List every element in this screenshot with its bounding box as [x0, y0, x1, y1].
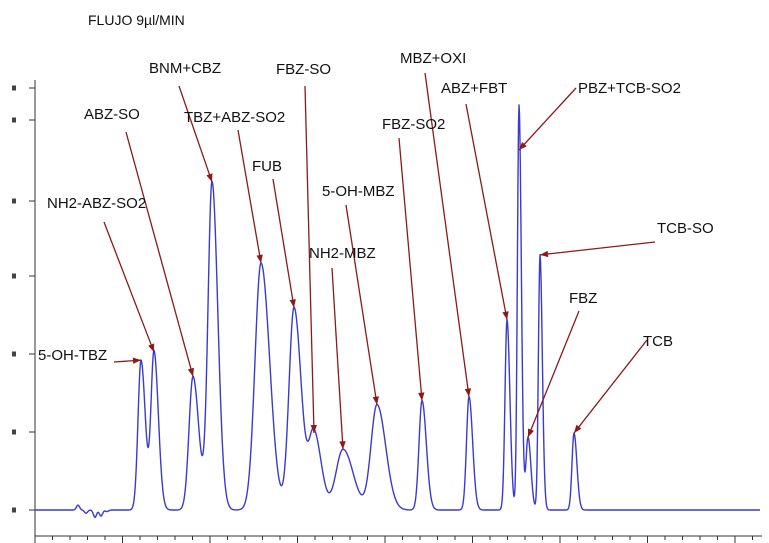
y-tick-label-mark: [12, 351, 16, 357]
annotation-label: TCB-SO: [657, 220, 714, 237]
annotation-arrow: [178, 85, 213, 183]
annotation-arrow: [398, 137, 423, 401]
annotation-label: TCB: [643, 333, 673, 350]
annotation-arrowhead: [574, 424, 582, 434]
chromatogram-trace: [34, 104, 761, 518]
annotation-arrow: [527, 310, 580, 438]
annotation-label: ABZ-SO: [84, 106, 140, 123]
annotation-arrowhead: [502, 311, 509, 320]
annotation-arrow: [125, 131, 194, 377]
axes: [12, 80, 762, 543]
annotation-labels: 5-OH-TBZ NH2-ABZ-SO2 ABZ-SO BNM+CBZ TBZ+ABZ-…: [38, 50, 714, 364]
annotation-arrowhead: [372, 396, 379, 405]
annotation-arrow: [539, 241, 656, 256]
y-tick-label-mark: [12, 85, 16, 91]
annotation-arrowhead: [256, 254, 263, 263]
annotation-arrow: [465, 103, 508, 320]
annotation-label: FBZ-SO: [276, 61, 331, 78]
chart-title: FLUJO 9µl/MIN: [88, 12, 185, 28]
annotation-label: PBZ+TCB-SO2: [578, 80, 681, 97]
y-tick-label-mark: [12, 117, 16, 123]
annotation-arrowhead: [187, 367, 194, 377]
annotation-label: ABZ+FBT: [441, 80, 507, 97]
annotation-arrowhead: [540, 250, 549, 258]
annotation-arrow: [424, 72, 470, 397]
annotation-arrowhead: [310, 424, 317, 434]
y-tick-label-mark: [12, 507, 16, 513]
annotation-arrowhead: [148, 343, 155, 353]
annotation-label: NH2-MBZ: [309, 245, 376, 262]
annotation-arrowhead: [206, 173, 213, 182]
annotation-label: BNM+CBZ: [149, 60, 221, 77]
annotation-label: FUB: [252, 158, 282, 175]
annotation-arrow: [103, 221, 155, 353]
annotation-label: FBZ: [569, 290, 597, 307]
annotation-arrowhead: [339, 441, 346, 450]
annotation-arrowhead: [132, 357, 141, 364]
annotation-label: MBZ+OXI: [400, 50, 466, 67]
annotation-arrowhead: [519, 141, 527, 150]
annotation-arrowhead: [464, 388, 472, 397]
y-tick-label-mark: [12, 429, 16, 435]
annotation-arrows: [103, 72, 656, 450]
y-tick-label-mark: [12, 198, 16, 204]
annotation-arrow: [518, 87, 577, 151]
annotation-arrow: [237, 129, 262, 264]
annotation-arrow: [345, 204, 378, 405]
annotation-arrowhead: [528, 428, 534, 438]
annotation-label: 5-OH-MBZ: [322, 183, 395, 200]
annotation-label: TBZ+ABZ-SO2: [184, 109, 285, 126]
annotation-arrowhead: [289, 299, 296, 308]
annotation-arrow: [331, 267, 344, 450]
annotation-arrow: [304, 85, 315, 434]
annotation-arrow: [272, 178, 295, 308]
annotation-label: 5-OH-TBZ: [38, 347, 107, 364]
y-tick-label-mark: [12, 273, 16, 279]
annotation-label: NH2-ABZ-SO2: [47, 195, 146, 212]
annotation-arrow: [573, 339, 648, 434]
annotation-arrowhead: [418, 392, 425, 401]
annotation-label: FBZ-SO2: [382, 116, 445, 133]
